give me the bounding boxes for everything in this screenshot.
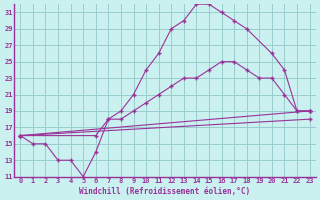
X-axis label: Windchill (Refroidissement éolien,°C): Windchill (Refroidissement éolien,°C): [79, 187, 251, 196]
